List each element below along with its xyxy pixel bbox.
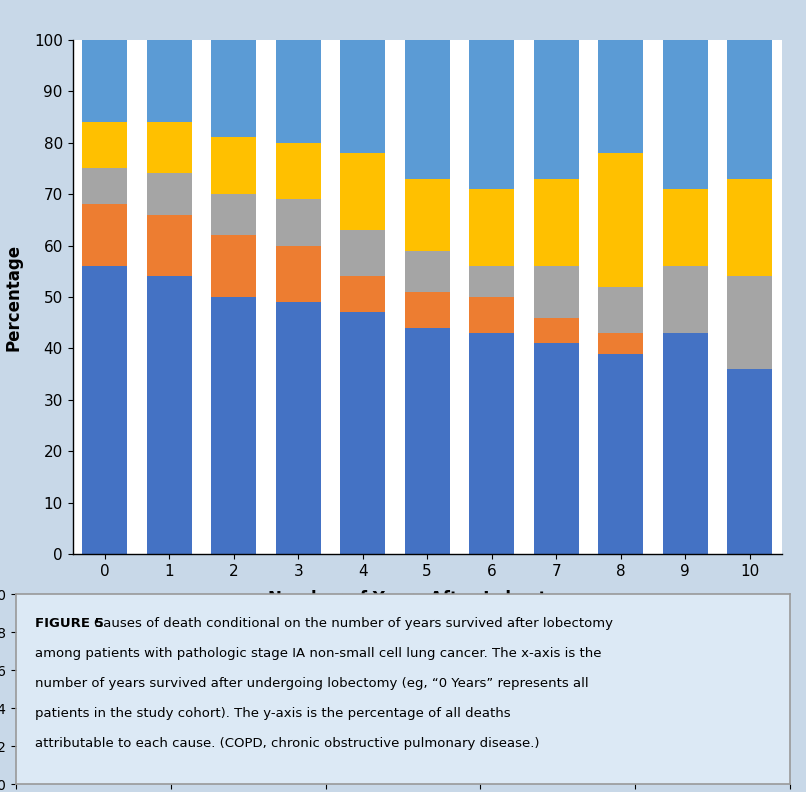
Bar [534,178,579,266]
Bar [598,153,643,287]
Bar [147,173,192,215]
Bar [211,40,256,138]
Bar [405,40,450,178]
Bar [340,230,385,276]
Bar [663,333,708,554]
Bar [469,188,514,266]
Bar [405,250,450,291]
Bar [727,178,772,276]
Bar [534,40,579,178]
Bar [147,40,192,122]
Bar [82,40,127,122]
Bar [663,266,708,333]
Bar [663,40,708,189]
Bar [147,215,192,276]
Bar [405,178,450,250]
X-axis label: Number of Years After Lobectomy: Number of Years After Lobectomy [268,590,586,608]
Bar [534,318,579,344]
Bar [469,297,514,333]
Bar [598,40,643,153]
Bar [727,40,772,178]
Bar [534,344,579,554]
Bar [405,328,450,554]
Bar [405,291,450,328]
Bar [598,333,643,353]
Bar [211,138,256,194]
Text: Causes of death conditional on the number of years survived after lobectomy: Causes of death conditional on the numbe… [94,617,613,630]
Bar [211,235,256,297]
Text: attributable to each cause. (COPD, chronic obstructive pulmonary disease.): attributable to each cause. (COPD, chron… [35,737,540,750]
Bar [340,153,385,230]
Bar [276,40,321,143]
Bar [469,333,514,554]
Bar [534,266,579,318]
Bar [469,266,514,297]
Text: among patients with pathologic stage IA non-small cell lung cancer. The x-axis i: among patients with pathologic stage IA … [35,647,602,660]
Bar [598,287,643,333]
Bar [147,276,192,554]
Bar [663,188,708,266]
Bar [469,40,514,189]
Text: number of years survived after undergoing lobectomy (eg, “0 Years” represents al: number of years survived after undergoin… [35,677,589,690]
Bar [82,266,127,554]
Bar [340,40,385,153]
Bar [82,204,127,266]
Bar [276,302,321,554]
Bar [727,276,772,369]
Bar [340,312,385,554]
Bar [211,194,256,235]
Legend: Lung Cancer, Other Cancer, Heart Disease, COPD, Other: Lung Cancer, Other Cancer, Heart Disease… [152,613,703,626]
Bar [211,297,256,554]
Bar [276,199,321,246]
Y-axis label: Percentage: Percentage [5,243,23,351]
Bar [147,122,192,173]
Bar [727,369,772,554]
Bar [276,246,321,302]
Text: patients in the study cohort). The y-axis is the percentage of all deaths: patients in the study cohort). The y-axi… [35,707,511,720]
Text: FIGURE 5: FIGURE 5 [35,617,104,630]
Bar [82,122,127,169]
Bar [276,143,321,199]
Bar [598,353,643,554]
Bar [340,276,385,312]
Bar [82,168,127,204]
